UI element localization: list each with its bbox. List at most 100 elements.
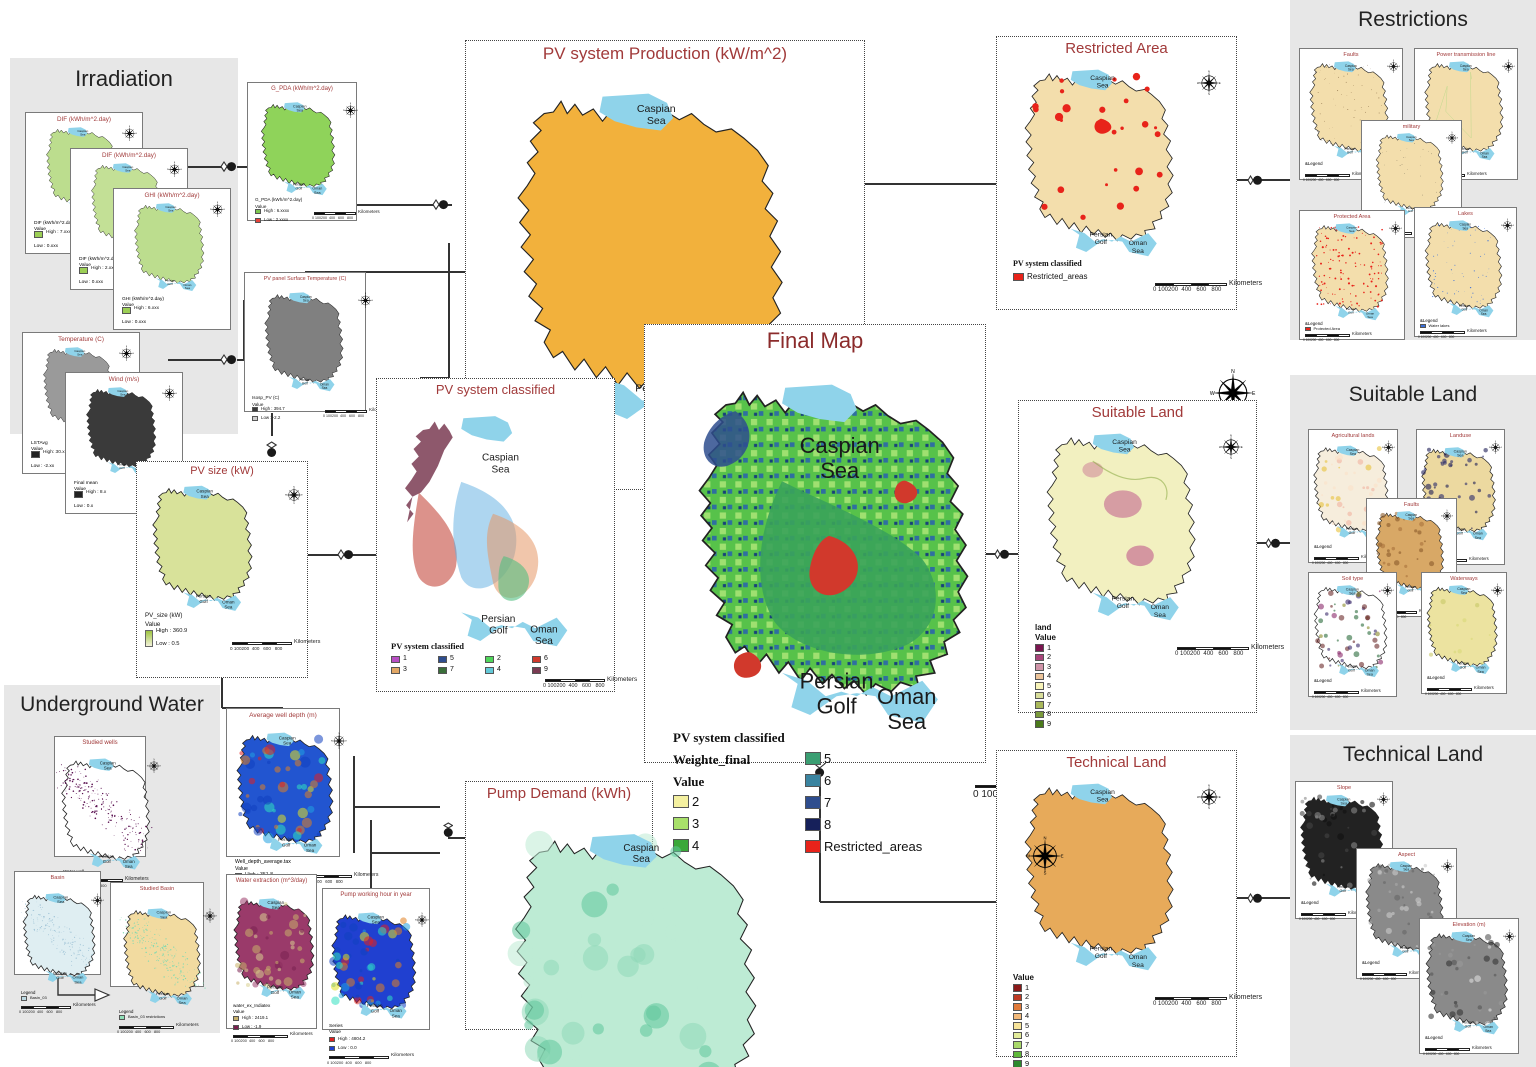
svg-text:Sea: Sea [1154, 612, 1166, 619]
svg-text:W: W [1503, 936, 1505, 938]
svg-text:Oman: Oman [1129, 954, 1147, 961]
svg-text:Golf: Golf [1402, 950, 1408, 954]
svg-text:N: N [169, 386, 171, 388]
svg-text:Caspian: Caspian [196, 489, 213, 494]
svg-text:Sea: Sea [1341, 802, 1347, 806]
svg-text:E: E [1453, 866, 1454, 868]
svg-text:Sea: Sea [1477, 670, 1483, 674]
svg-text:Sea: Sea [1475, 536, 1481, 540]
svg-text:Golf: Golf [271, 990, 280, 995]
svg-text:N: N [174, 162, 176, 164]
svg-text:W: W [1489, 447, 1491, 449]
svg-text:S: S [338, 748, 340, 750]
svg-text:S: S [1495, 453, 1496, 455]
svg-text:N: N [1393, 60, 1394, 62]
svg-text:Caspian: Caspian [1337, 798, 1350, 802]
svg-text:E: E [1389, 799, 1390, 801]
svg-text:E: E [1514, 66, 1515, 68]
svg-text:Golf: Golf [282, 842, 291, 847]
svg-text:Persian: Persian [1337, 885, 1349, 889]
svg-text:Oman: Oman [289, 989, 302, 994]
svg-text:W: W [1389, 228, 1391, 230]
svg-text:Golf: Golf [1095, 239, 1107, 246]
svg-text:Sea: Sea [1132, 248, 1144, 255]
svg-text:Persian: Persian [367, 1003, 383, 1008]
svg-text:Golf: Golf [1460, 666, 1467, 670]
svg-text:Oman: Oman [1129, 240, 1147, 247]
svg-text:W: W [119, 353, 121, 355]
svg-text:S: S [153, 772, 154, 774]
svg-text:Sea: Sea [887, 709, 927, 734]
svg-text:W: W [1502, 66, 1504, 68]
svg-text:Caspian: Caspian [367, 914, 384, 919]
svg-text:Sea: Sea [272, 905, 281, 910]
svg-text:W: W [203, 916, 205, 918]
svg-text:Caspian: Caspian [1090, 789, 1115, 796]
svg-text:E: E [357, 110, 359, 112]
svg-text:N: N [1231, 369, 1235, 375]
svg-text:Sea: Sea [160, 914, 168, 919]
svg-text:Golf: Golf [1347, 150, 1353, 154]
svg-text:Persian: Persian [1345, 664, 1357, 668]
svg-text:E: E [176, 393, 178, 395]
svg-text:N: N [1230, 434, 1232, 438]
svg-text:Sea: Sea [1097, 83, 1109, 90]
svg-text:E: E [136, 133, 138, 135]
svg-text:N: N [421, 913, 422, 915]
svg-text:E: E [1399, 66, 1400, 68]
svg-text:N: N [1507, 219, 1508, 221]
svg-text:N: N [126, 346, 128, 348]
svg-text:Sea: Sea [306, 848, 315, 853]
svg-text:Golf: Golf [1465, 1024, 1471, 1028]
svg-text:E: E [1515, 936, 1516, 938]
svg-text:W: W [1501, 225, 1503, 227]
svg-text:N: N [1447, 510, 1448, 512]
svg-text:Sea: Sea [1349, 591, 1355, 595]
svg-text:Caspian: Caspian [1090, 75, 1115, 82]
svg-text:Oman: Oman [304, 843, 317, 848]
svg-text:N: N [1208, 784, 1210, 788]
svg-text:Oman: Oman [222, 599, 235, 604]
svg-text:S: S [1509, 942, 1510, 944]
svg-text:E: E [1393, 590, 1394, 592]
svg-text:W: W [358, 300, 360, 302]
svg-text:Sea: Sea [1462, 226, 1468, 230]
svg-text:E: E [1501, 447, 1502, 449]
svg-text:W: W [343, 110, 345, 112]
svg-text:Sea: Sea [314, 191, 321, 195]
svg-text:Oman: Oman [123, 859, 135, 864]
svg-text:Persian: Persian [267, 985, 283, 990]
svg-text:Sea: Sea [1485, 1029, 1491, 1033]
svg-text:E: E [1513, 225, 1514, 227]
svg-text:Golf: Golf [1340, 889, 1347, 893]
svg-text:Sea: Sea [1457, 453, 1463, 457]
svg-text:S: S [209, 922, 210, 924]
svg-text:Sea: Sea [303, 299, 309, 303]
svg-text:Golf: Golf [1348, 310, 1354, 314]
svg-text:W: W [285, 495, 287, 497]
svg-text:S: S [1508, 72, 1509, 74]
svg-text:W: W [167, 169, 169, 171]
svg-text:Sea: Sea [1482, 155, 1488, 159]
svg-text:Persian: Persian [800, 669, 874, 694]
svg-text:Sea: Sea [104, 766, 112, 771]
svg-text:Persian: Persian [196, 594, 212, 599]
svg-text:W: W [122, 133, 124, 135]
svg-text:E: E [346, 741, 348, 743]
svg-text:W: W [1441, 866, 1443, 868]
svg-text:Oman: Oman [1365, 669, 1375, 673]
svg-text:W: W [147, 766, 149, 768]
svg-text:Sea: Sea [633, 854, 651, 865]
svg-text:Golf: Golf [1348, 668, 1355, 672]
svg-text:Sea: Sea [392, 1013, 401, 1018]
svg-text:N: N [1383, 793, 1384, 795]
svg-text:N: N [1495, 441, 1496, 443]
svg-text:Persian: Persian [1112, 596, 1135, 603]
svg-text:W: W [162, 393, 164, 395]
svg-text:Sea: Sea [224, 605, 233, 610]
svg-text:Sea: Sea [372, 920, 381, 925]
svg-text:Sea: Sea [322, 386, 328, 390]
svg-text:Golf: Golf [1408, 589, 1414, 593]
svg-text:N: N [97, 894, 98, 896]
svg-text:Caspian: Caspian [623, 843, 659, 854]
